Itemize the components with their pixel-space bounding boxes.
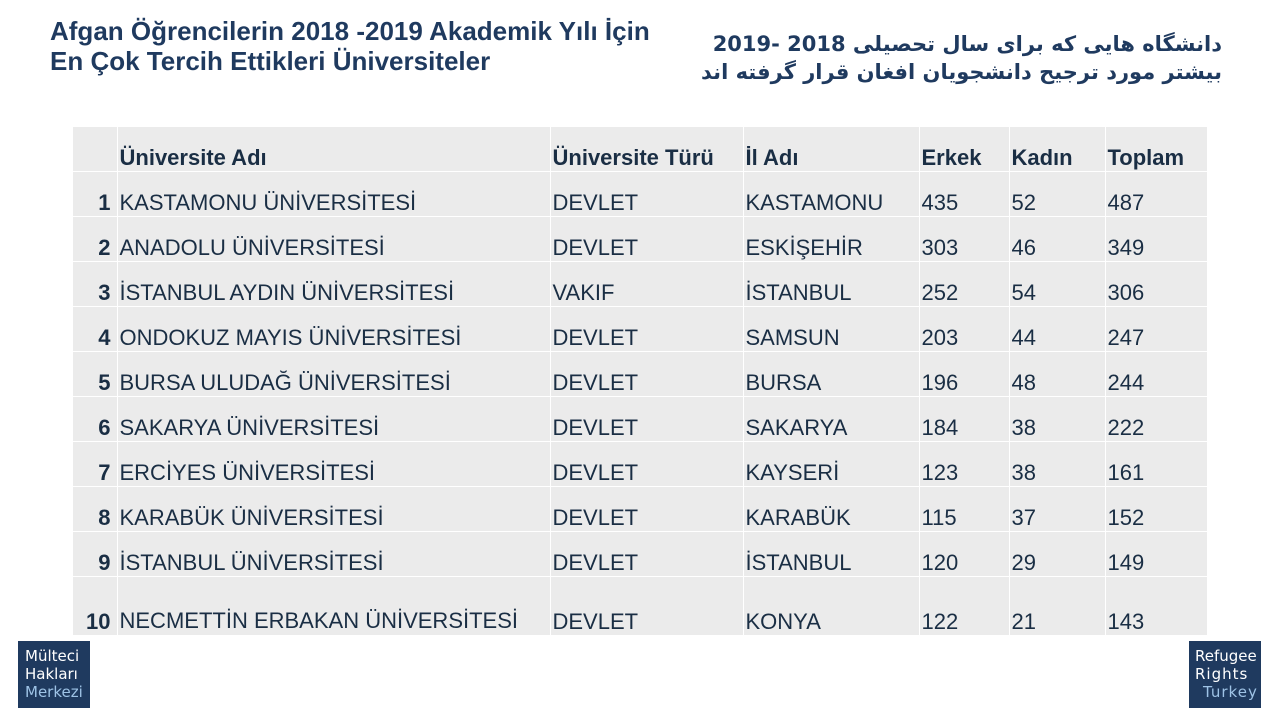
table-row: 8 KARABÜK ÜNİVERSİTESİ DEVLET KARABÜK 11… <box>73 486 1207 532</box>
table-row: 4 ONDOKUZ MAYIS ÜNİVERSİTESİ DEVLET SAMS… <box>73 306 1207 352</box>
logo-line: Mülteci <box>25 647 80 665</box>
female-count: 54 <box>1009 261 1106 307</box>
table-row: 2 ANADOLU ÜNİVERSİTESİ DEVLET ESKİŞEHİR … <box>73 216 1207 262</box>
table-row: 5 BURSA ULUDAĞ ÜNİVERSİTESİ DEVLET BURSA… <box>73 351 1207 397</box>
university-type: DEVLET <box>550 576 744 635</box>
male-count: 123 <box>919 441 1010 487</box>
university-name: ANADOLU ÜNİVERSİTESİ <box>117 216 551 262</box>
university-name: KASTAMONU ÜNİVERSİTESİ <box>117 171 551 217</box>
university-name: ONDOKUZ MAYIS ÜNİVERSİTESİ <box>117 306 551 352</box>
table-row: 7 ERCİYES ÜNİVERSİTESİ DEVLET KAYSERİ 12… <box>73 441 1207 487</box>
header-index <box>73 127 118 172</box>
row-number: 1 <box>73 171 118 217</box>
total-count: 306 <box>1105 261 1207 307</box>
university-type: DEVLET <box>550 171 744 217</box>
row-number: 2 <box>73 216 118 262</box>
university-name: BURSA ULUDAĞ ÜNİVERSİTESİ <box>117 351 551 397</box>
row-number: 10 <box>73 576 118 635</box>
row-number: 4 <box>73 306 118 352</box>
male-count: 203 <box>919 306 1010 352</box>
row-number: 5 <box>73 351 118 397</box>
city-name: İSTANBUL <box>743 261 920 307</box>
total-count: 222 <box>1105 396 1207 442</box>
university-name: ERCİYES ÜNİVERSİTESİ <box>117 441 551 487</box>
city-name: KASTAMONU <box>743 171 920 217</box>
city-name: KONYA <box>743 576 920 635</box>
female-count: 44 <box>1009 306 1106 352</box>
row-number: 8 <box>73 486 118 532</box>
city-name: SAKARYA <box>743 396 920 442</box>
header-university-type: Üniversite Türü <box>550 127 744 172</box>
row-number: 6 <box>73 396 118 442</box>
city-name: İSTANBUL <box>743 531 920 577</box>
university-type: DEVLET <box>550 441 744 487</box>
female-count: 37 <box>1009 486 1106 532</box>
total-count: 152 <box>1105 486 1207 532</box>
male-count: 115 <box>919 486 1010 532</box>
university-table: Üniversite Adı Üniversite Türü İl Adı Er… <box>73 127 1207 635</box>
logo-line: Merkezi <box>25 683 83 701</box>
university-type: DEVLET <box>550 306 744 352</box>
table-row: 10 NECMETTİN ERBAKAN ÜNİVERSİTESİ DEVLET… <box>73 576 1207 635</box>
logo-line: Refugee <box>1195 647 1257 665</box>
university-type: DEVLET <box>550 216 744 262</box>
header-university-name: Üniversite Adı <box>117 127 551 172</box>
logo-line: Turkey <box>1203 683 1258 701</box>
total-count: 149 <box>1105 531 1207 577</box>
city-name: BURSA <box>743 351 920 397</box>
logo-line: Hakları <box>25 665 78 683</box>
table-row: 9 İSTANBUL ÜNİVERSİTESİ DEVLET İSTANBUL … <box>73 531 1207 577</box>
male-count: 196 <box>919 351 1010 397</box>
page-title-turkish: Afgan Öğrencilerin 2018 -2019 Akademik Y… <box>50 16 650 76</box>
university-name: İSTANBUL AYDIN ÜNİVERSİTESİ <box>117 261 551 307</box>
female-count: 38 <box>1009 441 1106 487</box>
male-count: 184 <box>919 396 1010 442</box>
table-row: 3 İSTANBUL AYDIN ÜNİVERSİTESİ VAKIF İSTA… <box>73 261 1207 307</box>
female-count: 46 <box>1009 216 1106 262</box>
header-city: İl Adı <box>743 127 920 172</box>
row-number: 9 <box>73 531 118 577</box>
university-type: DEVLET <box>550 486 744 532</box>
female-count: 52 <box>1009 171 1106 217</box>
male-count: 252 <box>919 261 1010 307</box>
header-total: Toplam <box>1105 127 1207 172</box>
city-name: ESKİŞEHİR <box>743 216 920 262</box>
table-header-row: Üniversite Adı Üniversite Türü İl Adı Er… <box>73 127 1207 172</box>
male-count: 435 <box>919 171 1010 217</box>
male-count: 303 <box>919 216 1010 262</box>
page-title-persian: دانشگاه هایی که برای سال تحصیلی 2018 -20… <box>701 32 1222 84</box>
university-type: VAKIF <box>550 261 744 307</box>
university-type: DEVLET <box>550 531 744 577</box>
university-type: DEVLET <box>550 396 744 442</box>
header-male: Erkek <box>919 127 1010 172</box>
university-name: NECMETTİN ERBAKAN ÜNİVERSİTESİ <box>117 576 551 635</box>
total-count: 349 <box>1105 216 1207 262</box>
logo-line: Rights <box>1195 665 1249 683</box>
female-count: 38 <box>1009 396 1106 442</box>
city-name: KAYSERİ <box>743 441 920 487</box>
row-number: 3 <box>73 261 118 307</box>
total-count: 143 <box>1107 609 1145 634</box>
university-name: SAKARYA ÜNİVERSİTESİ <box>117 396 551 442</box>
male-count: 122 <box>919 576 1010 635</box>
table-row: 6 SAKARYA ÜNİVERSİTESİ DEVLET SAKARYA 18… <box>73 396 1207 442</box>
total-count: 247 <box>1105 306 1207 352</box>
city-name: SAMSUN <box>743 306 920 352</box>
total-count: 244 <box>1105 351 1207 397</box>
female-count: 29 <box>1009 531 1106 577</box>
city-name: KARABÜK <box>743 486 920 532</box>
male-count: 120 <box>919 531 1010 577</box>
multeci-haklari-merkezi-logo: Mülteci Hakları Merkezi <box>18 641 90 708</box>
table-row: 1 KASTAMONU ÜNİVERSİTESİ DEVLET KASTAMON… <box>73 171 1207 217</box>
header-female: Kadın <box>1009 127 1106 172</box>
university-name: KARABÜK ÜNİVERSİTESİ <box>117 486 551 532</box>
total-count: 487 <box>1105 171 1207 217</box>
university-name: İSTANBUL ÜNİVERSİTESİ <box>117 531 551 577</box>
university-type: DEVLET <box>550 351 744 397</box>
female-count: 21 <box>1009 576 1106 635</box>
total-count: 161 <box>1105 441 1207 487</box>
female-count: 48 <box>1009 351 1106 397</box>
row-number: 7 <box>73 441 118 487</box>
refugee-rights-turkey-logo: Refugee Rights Turkey <box>1189 641 1261 708</box>
